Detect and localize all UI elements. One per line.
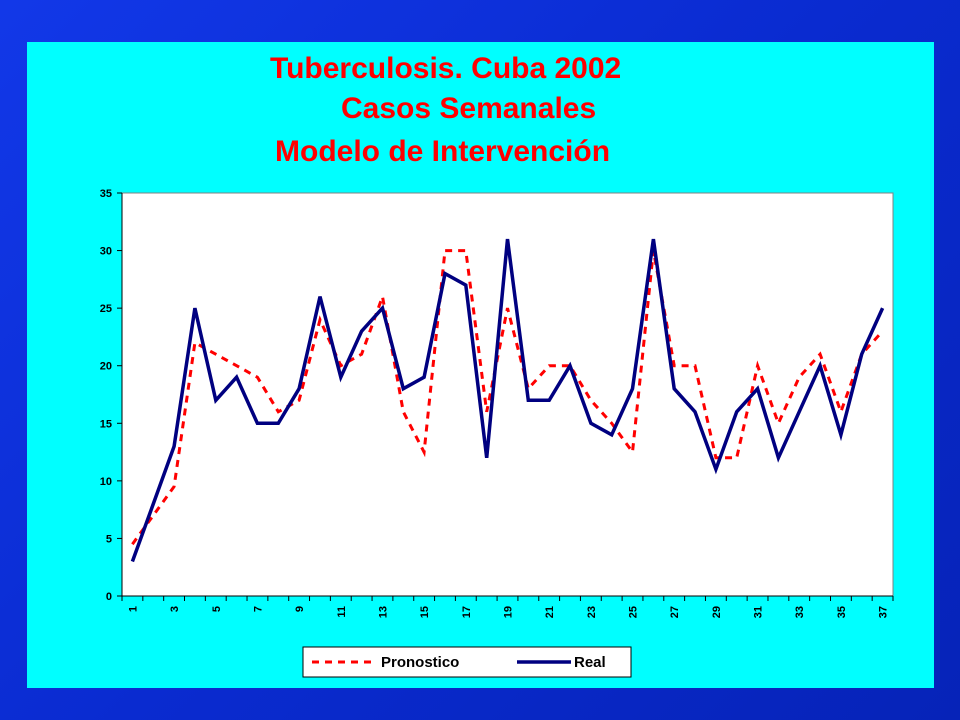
legend-label-real: Real <box>574 654 606 671</box>
x-tick-label: 11 <box>336 606 348 618</box>
x-tick-label: 37 <box>878 606 890 618</box>
x-tick-label: 31 <box>753 606 765 618</box>
legend-label-pronostico: Pronostico <box>381 654 459 671</box>
x-tick-label: 3 <box>169 606 181 612</box>
plot-area <box>121 192 894 597</box>
x-tick-label: 35 <box>836 606 848 618</box>
x-tick-label: 9 <box>294 606 306 612</box>
x-tick-label: 1 <box>127 606 139 612</box>
x-tick-label: 15 <box>419 606 431 618</box>
x-tick-label: 5 <box>211 606 223 612</box>
chart-title-line-2: Casos Semanales <box>341 92 597 125</box>
chart-title-line-1: Tuberculosis. Cuba 2002 <box>270 52 622 85</box>
x-tick-label: 13 <box>377 606 389 618</box>
x-tick-label: 17 <box>461 606 473 618</box>
y-tick-label: 35 <box>100 188 112 200</box>
x-tick-label: 7 <box>252 606 264 612</box>
chart-title-line-3: Modelo de Intervención <box>275 135 611 168</box>
series-line-pronostico <box>131 249 884 546</box>
y-tick-label: 5 <box>106 533 112 545</box>
x-tick-label: 33 <box>794 606 806 618</box>
x-tick-label: 21 <box>544 606 556 618</box>
y-tick-label: 0 <box>106 591 112 603</box>
y-tick-label: 15 <box>100 418 112 430</box>
x-tick-label: 23 <box>586 606 598 618</box>
x-tick-label: 25 <box>628 606 640 618</box>
y-tick-label: 25 <box>100 303 112 315</box>
series-line-real <box>130 238 885 563</box>
y-tick-label: 30 <box>100 246 112 258</box>
x-tick-label: 27 <box>669 606 681 618</box>
x-tick-label: 29 <box>711 606 723 618</box>
y-tick-label: 20 <box>100 361 112 373</box>
x-tick-label: 19 <box>503 606 515 618</box>
y-tick-label: 10 <box>100 476 112 488</box>
